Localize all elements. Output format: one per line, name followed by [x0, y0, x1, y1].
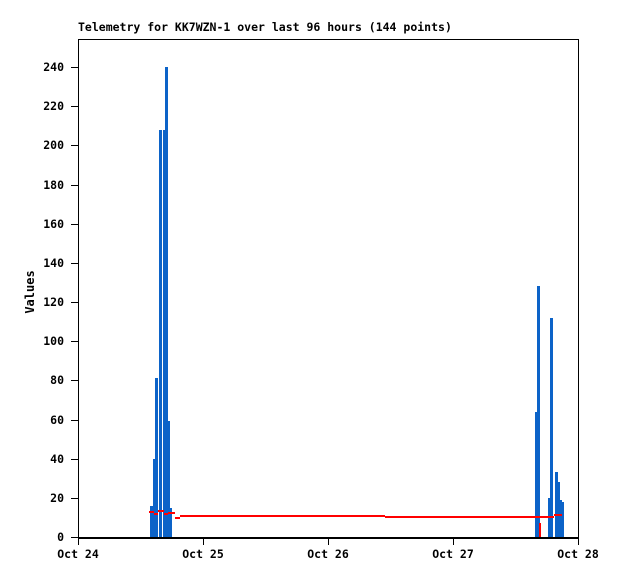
impulse-bar	[556, 482, 560, 537]
x-tick	[78, 539, 79, 545]
y-tick	[71, 106, 78, 107]
impulse-bar	[560, 501, 564, 537]
y-tick	[71, 420, 78, 421]
y-tick-label: 140	[43, 256, 64, 270]
y-tick-label: 60	[50, 413, 64, 427]
y-tick-label: 20	[50, 491, 64, 505]
impulse-bar	[534, 411, 538, 537]
y-tick	[71, 537, 78, 538]
y-tick-label: 40	[50, 452, 64, 466]
plot-border-left	[78, 39, 79, 539]
y-tick-label: 80	[50, 373, 64, 387]
line-segment	[175, 517, 180, 519]
line-segment	[158, 509, 164, 512]
impulse-bar	[554, 472, 558, 537]
impulse-bar	[158, 129, 162, 537]
y-tick	[71, 380, 78, 381]
y-tick-label: 100	[43, 334, 64, 348]
plot-border-top	[78, 39, 579, 40]
y-tick-label: 220	[43, 99, 64, 113]
y-tick	[71, 302, 78, 303]
impulse-bar	[558, 499, 562, 537]
impulse-bar	[536, 286, 540, 537]
x-tick-label: Oct 27	[432, 547, 474, 561]
impulse-bar	[539, 523, 541, 537]
impulse-bar	[154, 378, 158, 537]
line-segment	[164, 513, 168, 516]
plot-border-bottom	[78, 537, 579, 539]
x-tick-label: Oct 25	[182, 547, 224, 561]
y-tick	[71, 67, 78, 68]
impulse-bar	[164, 67, 168, 537]
plot-border-right	[578, 39, 579, 539]
y-tick-label: 180	[43, 178, 64, 192]
x-tick-label: Oct 28	[557, 547, 599, 561]
y-tick	[71, 459, 78, 460]
line-segment	[180, 514, 385, 517]
y-tick	[71, 263, 78, 264]
impulse-bar	[549, 317, 553, 537]
line-segment	[554, 513, 562, 516]
impulse-bar	[149, 505, 153, 537]
y-tick-label: 240	[43, 60, 64, 74]
y-tick	[71, 145, 78, 146]
y-tick-label: 160	[43, 217, 64, 231]
y-tick-label: 200	[43, 138, 64, 152]
x-tick	[453, 539, 454, 545]
y-tick-label: 0	[57, 530, 64, 544]
y-tick	[71, 185, 78, 186]
x-tick	[328, 539, 329, 545]
line-segment	[154, 512, 158, 515]
x-tick-label: Oct 26	[307, 547, 349, 561]
impulse-bar	[162, 129, 166, 537]
y-tick-label: 120	[43, 295, 64, 309]
line-segment	[385, 515, 447, 518]
chart-title: Telemetry for KK7WZN-1 over last 96 hour…	[78, 20, 452, 34]
x-tick-label: Oct 24	[57, 547, 99, 561]
line-segment	[149, 510, 154, 513]
impulse-bar	[168, 507, 172, 537]
y-tick	[71, 341, 78, 342]
impulse-bar	[166, 421, 170, 537]
x-tick	[203, 539, 204, 545]
x-tick	[578, 539, 579, 545]
line-segment	[447, 516, 554, 519]
y-tick	[71, 224, 78, 225]
line-segment	[168, 511, 175, 514]
impulse-bar	[152, 458, 156, 537]
y-tick	[71, 498, 78, 499]
